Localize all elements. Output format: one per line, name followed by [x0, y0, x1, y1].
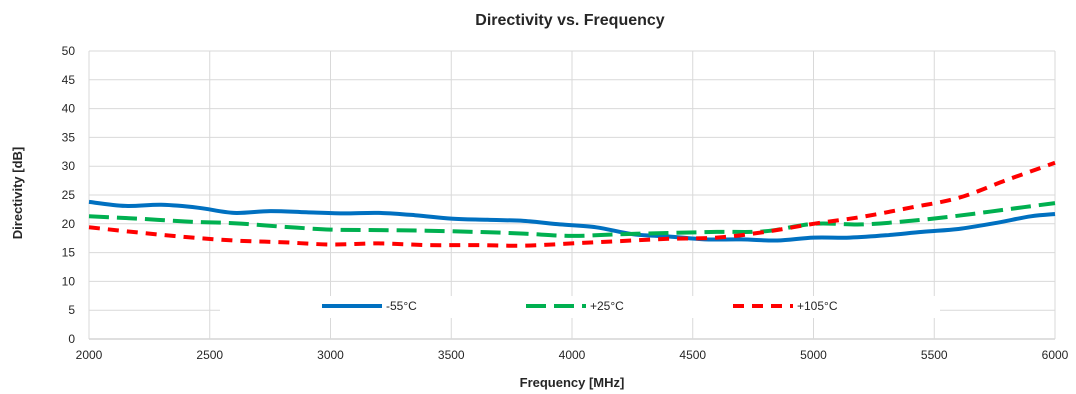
chart-title: Directivity vs. Frequency: [475, 12, 665, 29]
y-tick-label: 35: [62, 130, 76, 144]
legend: -55°C +25°C +105°C: [220, 296, 940, 318]
x-tick-label: 5500: [921, 348, 948, 362]
x-axis-label: Frequency [MHz]: [520, 375, 625, 390]
x-tick-labels: 2000 2500 3000 3500 4000 4500 5000 5500 6000: [76, 348, 1069, 362]
series-line-3: [88, 160, 1056, 248]
y-tick-label: 5: [68, 303, 75, 317]
y-tick-label: 10: [62, 274, 76, 288]
y-tick-label: 0: [68, 332, 75, 346]
series-line-1: [88, 199, 1056, 243]
y-tick-label: 50: [62, 44, 76, 58]
y-tick-labels: 0 5 10 15 20 25 30 35 40 45 50: [62, 44, 76, 346]
legend-label-3: +105°C: [797, 299, 838, 313]
x-tick-label: 4500: [679, 348, 706, 362]
y-tick-label: 45: [62, 73, 76, 87]
x-tick-label: 2500: [196, 348, 223, 362]
series-lines: [88, 160, 1056, 248]
y-tick-label: 20: [62, 217, 76, 231]
x-tick-label: 4000: [559, 348, 586, 362]
legend-label-1: -55°C: [386, 299, 417, 313]
legend-background: [220, 296, 940, 318]
y-tick-label: 25: [62, 188, 76, 202]
y-tick-label: 30: [62, 159, 76, 173]
y-axis-label: Directivity [dB]: [10, 147, 25, 239]
x-tick-label: 2000: [76, 348, 103, 362]
y-tick-label: 15: [62, 246, 76, 260]
x-tick-label: 3500: [438, 348, 465, 362]
y-tick-label: 40: [62, 102, 76, 116]
x-tick-label: 6000: [1042, 348, 1069, 362]
legend-label-2: +25°C: [590, 299, 624, 313]
series-line-2: [88, 201, 1056, 238]
x-tick-label: 5000: [800, 348, 827, 362]
x-tick-label: 3000: [317, 348, 344, 362]
